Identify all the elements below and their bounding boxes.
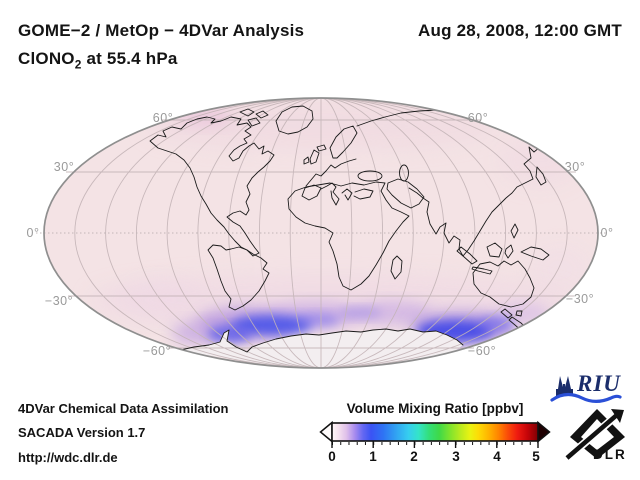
coastline-australia: [472, 260, 535, 308]
colorbar-tick-3: 3: [452, 449, 460, 464]
lat-label-right-60: 60°: [467, 111, 489, 125]
riu-wave-icon: [550, 392, 622, 403]
plot-title: GOME−2 / MetOp − 4DVar Analysis: [18, 21, 305, 40]
colorbar: [319, 420, 551, 448]
lat-label-right-m60: −60°: [467, 344, 497, 358]
colorbar-gradient-bar: [331, 422, 539, 442]
dlr-logo-text: DLR: [593, 447, 627, 462]
coastline-arctic-islands: [239, 108, 269, 127]
lat-label-left-0: 0°: [26, 226, 40, 240]
coastline-africa: [287, 181, 410, 291]
footer-line-version: SACADA Version 1.7: [18, 425, 146, 440]
colorbar-tick-1: 1: [369, 449, 377, 464]
coastline-japan: [535, 166, 547, 186]
lat-label-right-0: 0°: [600, 226, 614, 240]
riu-logo: [550, 376, 622, 403]
coastline-south-america: [207, 244, 270, 311]
species-subscript: 2: [74, 57, 82, 72]
riu-cathedral-icon: [556, 376, 573, 396]
colorbar-title: Volume Mixing Ratio [ppbv]: [346, 401, 524, 416]
coastline-antarctica: [175, 328, 464, 353]
lat-label-left-60: 60°: [152, 111, 174, 125]
lat-label-left-m30: −30°: [44, 294, 74, 308]
pressure-level: at 55.4 hPa: [81, 49, 178, 68]
coastline-mediterranean: [320, 182, 374, 206]
globe-rim: [43, 97, 599, 369]
coastline-caspian-sea: [399, 164, 409, 182]
colorbar-right-arrow: [537, 420, 551, 444]
species-name: ClONO: [18, 49, 75, 68]
dlr-arrowhead-icon: [611, 409, 624, 423]
footer-line-url: http://wdc.dlr.de: [18, 450, 118, 465]
coastline-iberia: [301, 184, 322, 201]
lat-label-right-30: 30°: [564, 160, 586, 174]
plot-datetime: Aug 28, 2008, 12:00 GMT: [418, 21, 622, 40]
coastlines: [149, 105, 550, 353]
coastline-britain: [303, 149, 320, 165]
coastline-europe-mainland: [305, 158, 357, 187]
coastline-greenland: [275, 105, 314, 135]
dlr-swoosh-icon: [565, 412, 620, 460]
coastline-north-america: [149, 116, 275, 257]
lat-label-left-m60: −60°: [142, 344, 172, 358]
colorbar-tick-5: 5: [532, 449, 540, 464]
coastline-iceland: [316, 144, 327, 152]
plot-subtitle: ClONO2 at 55.4 hPa: [18, 49, 178, 71]
colorbar-tick-2: 2: [410, 449, 418, 464]
footer-line-assimilation: 4DVar Chemical Data Assimilation: [18, 401, 229, 416]
coastline-scandinavia: [329, 125, 358, 159]
colorbar-tick-0: 0: [328, 449, 336, 464]
colorbar-tick-4: 4: [493, 449, 501, 464]
coastline-black-sea: [357, 170, 383, 182]
clono2-field-overlay: [90, 102, 590, 368]
lat-label-right-m30: −30°: [565, 292, 595, 306]
dlr-logo: [563, 406, 626, 463]
coastline-madagascar: [390, 255, 403, 280]
colorbar-left-arrow: [319, 420, 333, 444]
riu-logo-text: RIU: [577, 371, 621, 396]
colorbar-ticks: [331, 441, 539, 448]
lat-label-left-30: 30°: [53, 160, 75, 174]
coastline-indonesia: [456, 223, 550, 275]
